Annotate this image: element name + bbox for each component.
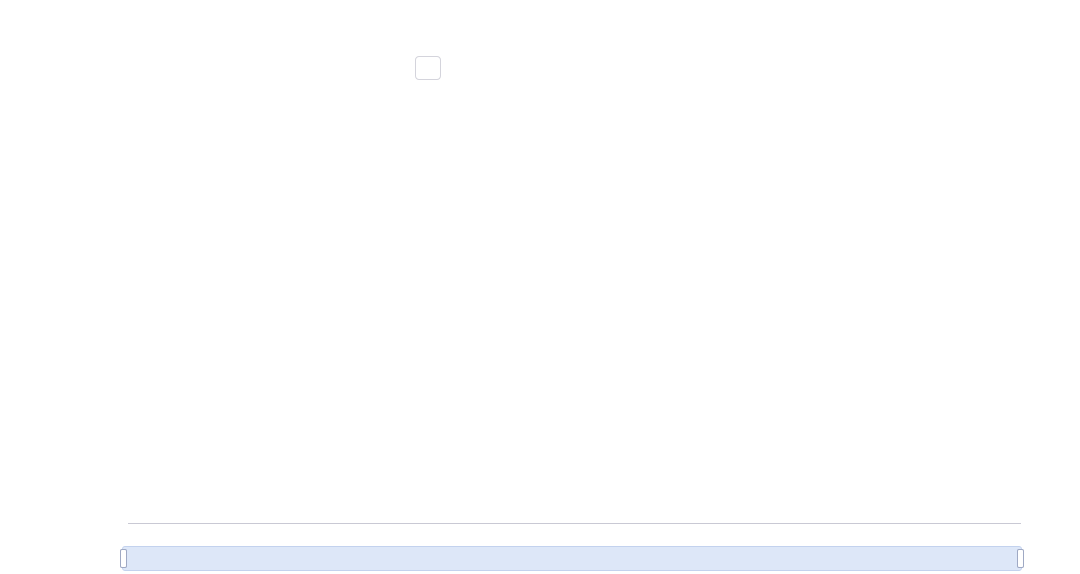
x-axis-line xyxy=(128,523,1021,524)
datazoom-minimap-canvas[interactable] xyxy=(123,547,1021,570)
legend xyxy=(415,56,441,80)
datazoom-handle-left[interactable] xyxy=(120,549,127,568)
main-chart-canvas[interactable] xyxy=(128,45,1021,529)
datazoom-handle-right[interactable] xyxy=(1017,549,1024,568)
datazoom-slider[interactable] xyxy=(120,546,1024,571)
